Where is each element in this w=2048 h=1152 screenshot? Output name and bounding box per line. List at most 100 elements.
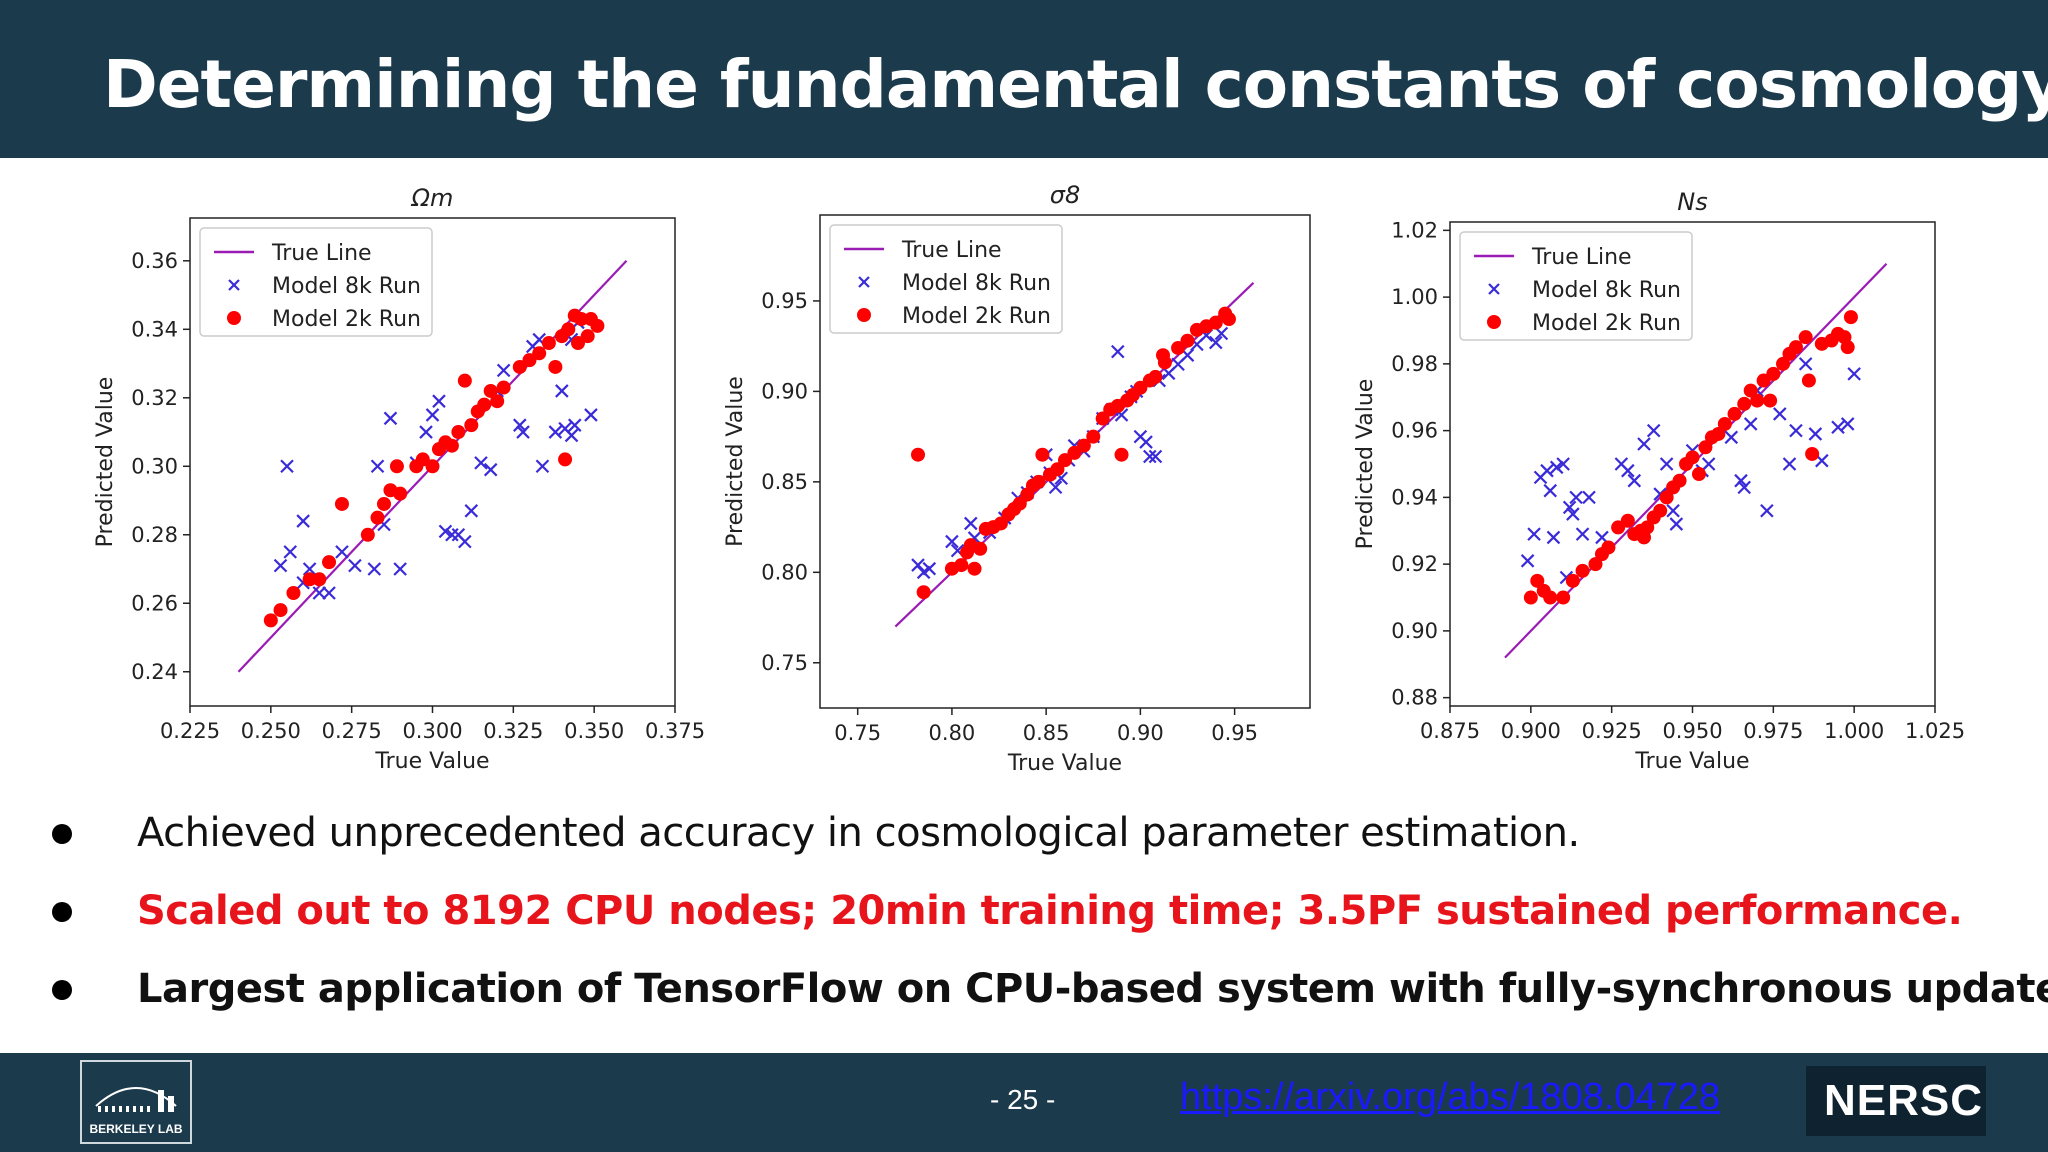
model-8k-point [425,408,440,422]
model-2k-point [911,447,925,462]
model-8k-point [367,562,382,576]
arxiv-link[interactable]: https://arxiv.org/abs/1808.04728 [1180,1076,1721,1118]
slide-footer [0,1053,2048,1152]
model-8k-point [1110,344,1125,359]
x-mark-stroke [950,543,965,558]
bullet-text: Achieved unprecedented accuracy in cosmo… [137,810,1580,856]
model-8k-point [383,411,398,426]
x-mark-stroke [516,425,530,439]
model-8k-point [516,425,530,439]
y-tick-label: 0.85 [761,470,808,494]
model-2k-point [548,359,563,374]
legend-model-8k: Model 8k Run [902,271,1051,296]
y-tick-label: 0.96 [1391,419,1438,443]
x-tick-label: 0.225 [160,719,220,743]
x-mark-stroke [419,425,433,439]
y-tick-label: 0.32 [131,386,178,410]
x-mark-stroke [370,459,385,474]
model-2k-point [522,353,537,368]
x-mark-stroke [922,561,937,576]
model-8k-point [1139,435,1153,449]
model-8k-point [1782,457,1797,471]
chart-sigma-8-svg: σ8 0.75 0.80 0.85 0.90 0.95 0.75 0.80 0.85 0.90 0.… [723,181,1311,776]
bullet-text: Largest application of TensorFlow on CPU… [137,966,2048,1012]
x-mark-stroke [1575,527,1590,541]
model-8k-point [335,545,349,559]
model-2k-point [425,459,440,474]
model-8k-point [1701,457,1716,471]
x-mark-stroke [464,504,479,518]
model-2k-point [1565,573,1580,588]
model-8k-point [911,558,925,572]
legend-2k-swatch [1487,315,1501,329]
x-mark-stroke [1637,437,1651,451]
model-2k-point [273,603,288,618]
x-tick-label: 0.250 [241,719,301,743]
model-8k-point [1048,480,1063,495]
y-tick-label: 0.36 [131,249,178,273]
bullet-item: Achieved unprecedented accuracy in cosmo… [0,810,2048,880]
bullet-dot [52,980,72,1000]
model-2k-point [1737,396,1752,411]
x-mark-stroke [1527,527,1541,541]
model-2k-point [1575,563,1590,578]
x-mark-stroke [1743,417,1758,431]
model-2k-point [1058,453,1072,468]
model-8k-point [1540,463,1554,478]
x-mark-stroke [1559,570,1574,585]
legend-true-line: True Line [271,241,372,266]
model-8k-point [1743,417,1758,431]
slide-title: Determining the fundamental constants of… [103,46,2048,123]
x-mark-stroke [567,418,582,432]
x-mark-stroke [1569,490,1583,505]
x-mark-stroke [1614,457,1629,471]
x-tick-label: 0.950 [1662,719,1722,743]
x-mark-stroke [335,545,349,559]
x-mark-stroke [1549,460,1564,475]
x-mark-stroke [496,363,511,378]
model-8k-point [1659,457,1674,471]
y-tick-label: 0.24 [131,660,178,684]
x-mark-stroke [963,516,978,531]
legend-2k-swatch [857,308,871,322]
model-2k-point [496,380,511,395]
model-8k-point [474,456,488,470]
y-tick-label: 0.26 [131,591,178,615]
x-axis-label: True Value [374,749,489,774]
model-8k-point [348,558,362,573]
model-8k-point [548,425,563,439]
model-2k-point [541,335,556,350]
x-mark-stroke [513,418,527,432]
x-mark-stroke [1666,503,1680,518]
model-2k-point [1556,590,1571,605]
model-2k-point [464,418,479,433]
model-2k-point [1208,315,1223,330]
x-mark-stroke [1773,407,1787,421]
y-axis-label: Predicted Value [723,376,748,547]
x-mark-stroke [451,527,466,542]
x-mark-stroke [312,586,327,600]
model-2k-point [286,585,301,600]
y-tick-label: 0.80 [761,560,808,584]
legend-true-line: True Line [1531,245,1632,270]
x-tick-label: 0.275 [322,719,382,743]
model-2k-point [1788,340,1803,355]
model-8k-point [1724,430,1739,445]
model-2k-point [1171,340,1186,355]
x-mark-stroke [1488,283,1500,295]
x-mark-stroke [564,332,579,347]
model-2k-point [590,318,605,333]
page-number: - 25 - [990,1084,1056,1115]
model-2k-point [302,572,317,587]
y-tick-label: 0.88 [1391,686,1438,710]
x-tick-label: 0.95 [1211,721,1258,745]
model-2k-point [558,452,573,467]
model-8k-point [922,561,937,576]
x-mark-stroke [280,459,294,474]
model-2k-point [571,335,585,350]
model-8k-point [432,394,446,408]
chart-omega-m-svg: Ωm 0.225 0.250 0.275 0.300 0.325 0.350 0.375 0.2… [93,184,705,774]
x-tick-label: 0.75 [834,721,881,745]
model-2k-point [1659,490,1674,505]
x-mark-stroke [1808,427,1823,441]
